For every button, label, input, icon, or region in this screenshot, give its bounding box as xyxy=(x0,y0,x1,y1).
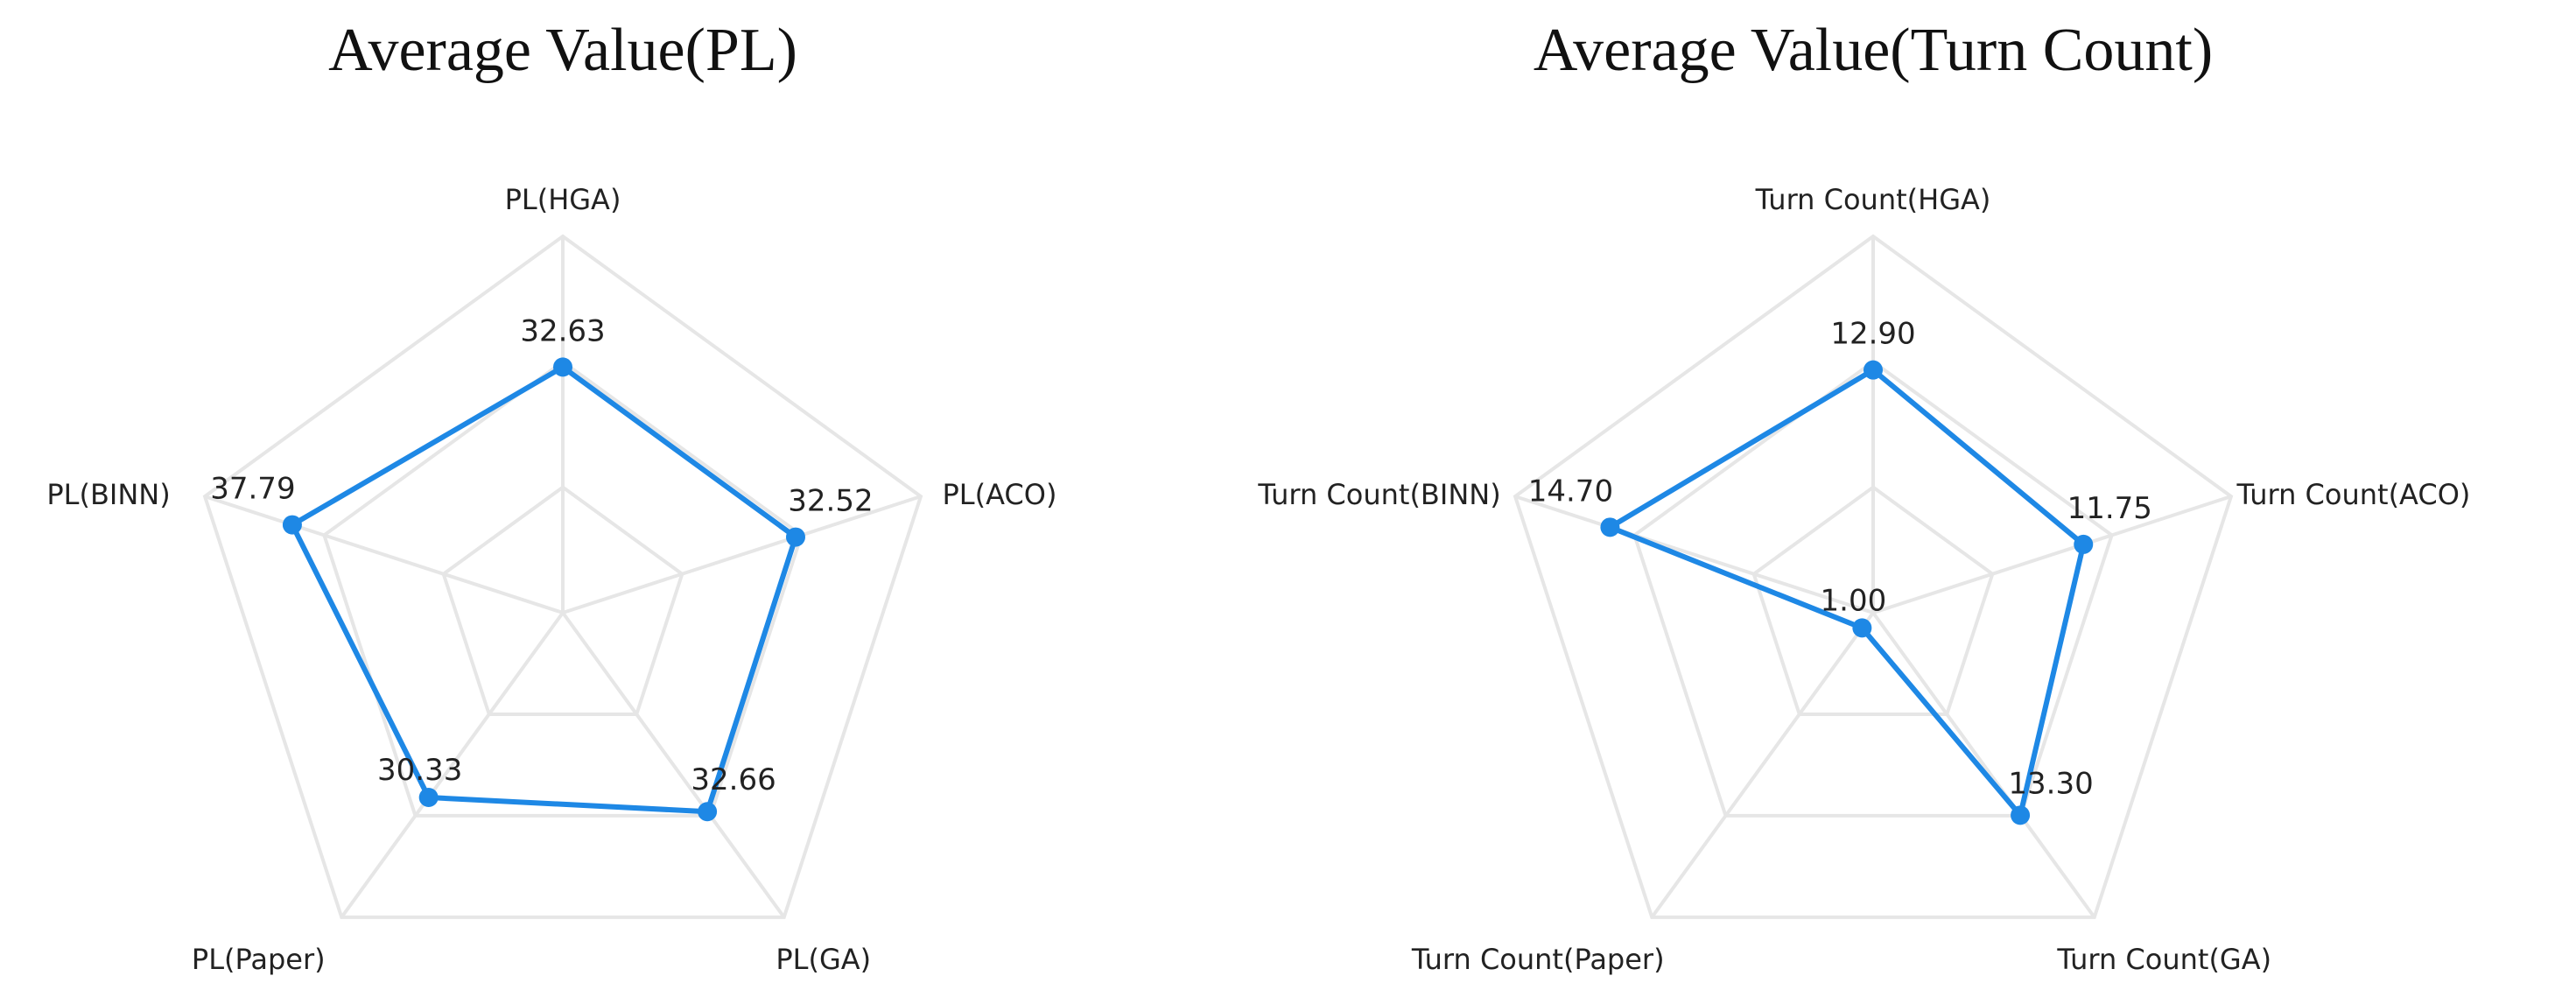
data-value-label: 32.63 xyxy=(520,313,605,348)
axis-spoke xyxy=(204,495,564,614)
axis-spoke xyxy=(561,611,786,919)
axis-spoke xyxy=(562,495,922,614)
data-point xyxy=(2011,805,2031,825)
axis-spoke xyxy=(1650,611,1875,919)
axis-label: PL(BINN) xyxy=(46,478,170,511)
axis-label: Turn Count(GA) xyxy=(2056,943,2271,976)
grid-ring-2 xyxy=(1632,359,2114,818)
data-point xyxy=(2074,534,2094,554)
axis-label: Turn Count(Paper) xyxy=(1411,943,1665,976)
data-point xyxy=(1864,360,1883,380)
grid-ring-3 xyxy=(1513,234,2234,919)
series-polygon xyxy=(289,364,798,815)
grid-ring-1 xyxy=(441,485,684,716)
data-point xyxy=(282,515,302,535)
axis-spoke xyxy=(340,611,565,919)
data-point xyxy=(785,527,805,547)
data-point xyxy=(698,802,718,822)
grid-ring-1 xyxy=(1751,485,1995,716)
data-value-label: 12.90 xyxy=(1830,317,1915,352)
radar-chart-pl: PL(HGA) PL(ACO) PL(GA) PL(Paper) PL(BINN) 32.… xyxy=(46,183,1056,976)
axis-label: Turn Count(HGA) xyxy=(1755,183,1991,216)
data-value-label: 37.79 xyxy=(210,472,295,507)
data-point xyxy=(1852,618,1872,638)
grid-ring-3 xyxy=(202,234,923,919)
data-point xyxy=(553,357,572,377)
axis-label: PL(GA) xyxy=(776,943,871,976)
axis-label: PL(Paper) xyxy=(192,943,326,976)
data-value-label: 11.75 xyxy=(2067,491,2152,526)
data-point xyxy=(418,788,439,808)
grid-ring-2 xyxy=(322,359,804,818)
axis-spoke xyxy=(1514,495,1874,614)
axis-label: PL(ACO) xyxy=(942,478,1056,511)
series-polygon xyxy=(1607,367,2087,818)
data-point xyxy=(1600,517,1620,537)
axis-spoke xyxy=(1872,495,2232,614)
chart-title-turn-count: Average Value(Turn Count) xyxy=(1534,17,2213,84)
data-value-label: 1.00 xyxy=(1821,583,1887,618)
axis-label: PL(HGA) xyxy=(505,183,621,216)
data-value-label: 32.52 xyxy=(788,484,873,519)
radar-chart-turn-count: Turn Count(HGA) Turn Count(ACO) Turn Count… xyxy=(1257,183,2470,976)
data-value-label: 30.33 xyxy=(377,753,462,788)
chart-title-pl: Average Value(PL) xyxy=(328,17,797,84)
data-value-label: 32.66 xyxy=(691,762,776,797)
axis-spoke xyxy=(1871,611,2096,919)
axis-label: Turn Count(BINN) xyxy=(1257,478,1500,511)
data-value-label: 14.70 xyxy=(1528,474,1613,509)
axis-label: Turn Count(ACO) xyxy=(2236,478,2471,511)
data-value-label: 13.30 xyxy=(2008,766,2093,801)
